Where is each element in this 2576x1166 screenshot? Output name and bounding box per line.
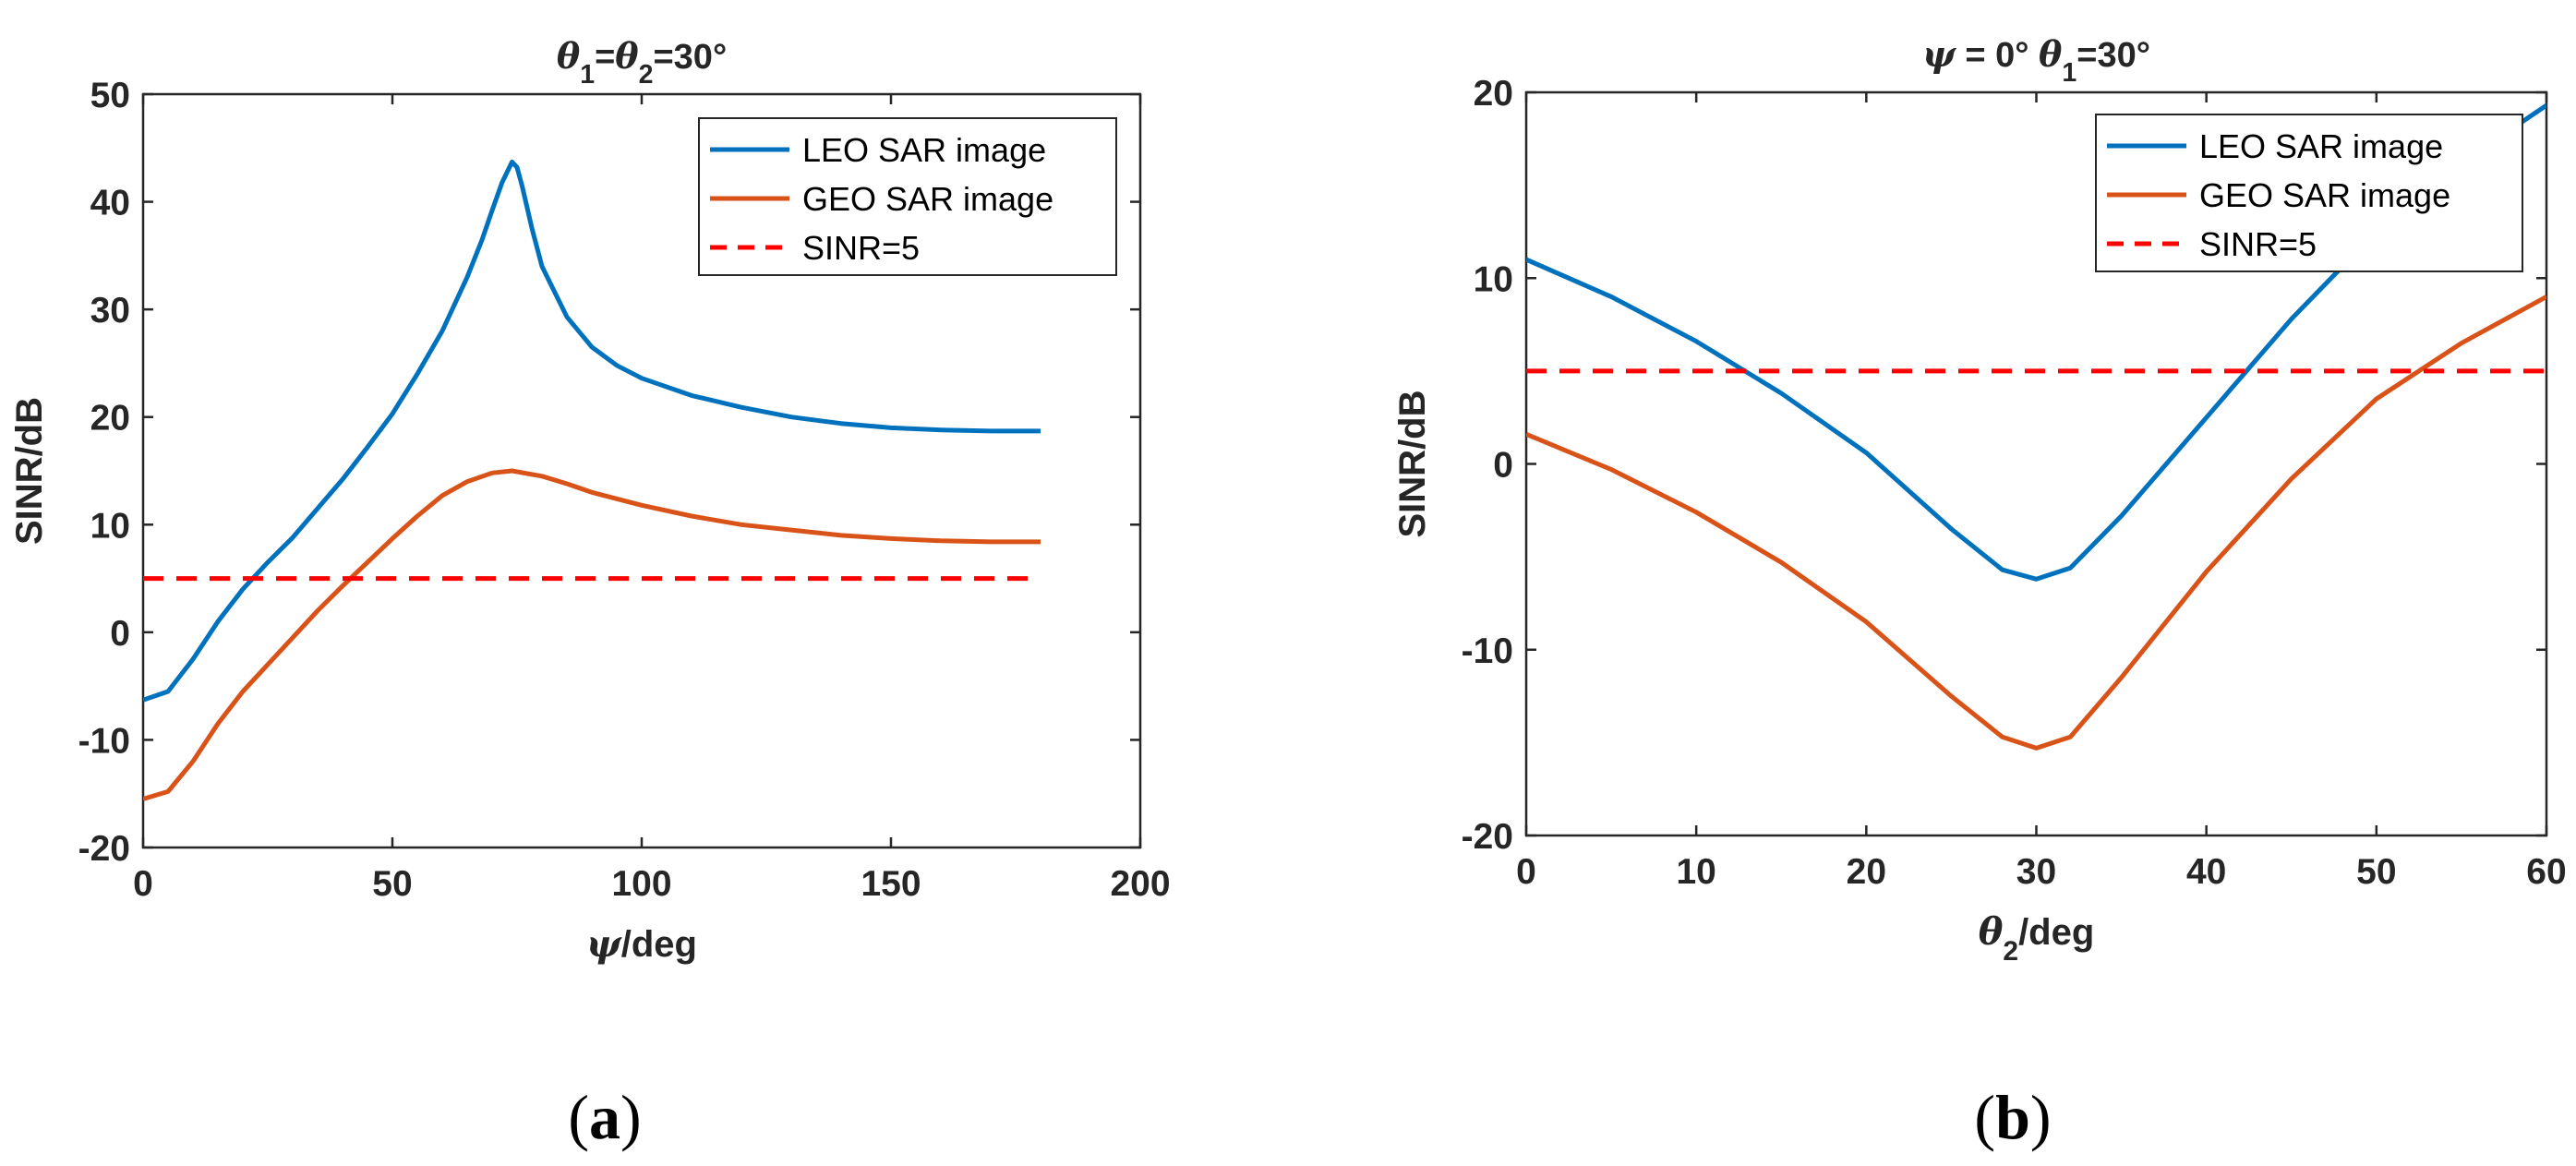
chart-title: θ1=θ2=30° — [557, 35, 727, 90]
y-tick-label: 10 — [90, 506, 130, 546]
legend: LEO SAR image GEO SAR image SINR=5 — [698, 117, 1117, 276]
x-tick-label: 50 — [2356, 852, 2396, 892]
x-tick-label: 10 — [1676, 852, 1715, 892]
x-tick-label: 0 — [133, 864, 153, 904]
legend-entry: SINR=5 — [2199, 225, 2317, 263]
y-tick-label: 20 — [1474, 74, 1513, 114]
y-tick-label: 0 — [1493, 446, 1513, 486]
series-line-geo-sar-image — [143, 468, 1041, 801]
legend: LEO SAR image GEO SAR image SINR=5 — [2095, 114, 2523, 272]
x-tick-label: 0 — [1516, 852, 1536, 892]
chart-panel-a: 0 50 100 150 200 -20 -10 0 10 20 30 40 50 LEO SAR ima… — [9, 35, 1171, 1152]
series-group — [143, 159, 1041, 801]
legend-entry: SINR=5 — [802, 229, 920, 267]
x-tick-label: 100 — [611, 864, 671, 904]
y-tick-label: 0 — [110, 614, 130, 654]
legend-entry: LEO SAR image — [2199, 127, 2443, 165]
y-tick-label: -20 — [1462, 817, 1513, 857]
chart-panel-b: 0 10 20 30 40 50 60 -20 -10 0 10 20 LEO SAR image GEO… — [1392, 33, 2567, 1152]
x-axis-label: ψ/deg — [586, 922, 697, 966]
y-tick-label: 40 — [90, 184, 130, 223]
legend-entry: LEO SAR image — [802, 131, 1046, 169]
x-tick-label: 50 — [372, 864, 412, 904]
chart-title: ψ = 0° θ1=30° — [1922, 33, 2150, 88]
panel-label: (b) — [1974, 1082, 2051, 1152]
legend-entry: GEO SAR image — [2199, 176, 2450, 214]
y-tick-label: -10 — [1462, 631, 1513, 671]
x-tick-label: 60 — [2526, 852, 2566, 892]
y-axis-label: SINR/dB — [9, 397, 50, 545]
x-tick-label: 30 — [2016, 852, 2056, 892]
series-line-leo-sar-image — [143, 159, 1041, 703]
y-tick-label: -20 — [78, 829, 130, 869]
y-axis-label: SINR/dB — [1392, 391, 1433, 538]
y-tick-label: -10 — [78, 721, 130, 761]
y-tick-label: 10 — [1474, 259, 1513, 299]
legend-entry: GEO SAR image — [802, 180, 1053, 218]
x-tick-label: 40 — [2186, 852, 2226, 892]
y-tick-label: 50 — [90, 76, 130, 115]
y-tick-label: 20 — [90, 399, 130, 439]
panel-label: (a) — [568, 1082, 641, 1152]
x-axis-label: θ2/deg — [1979, 910, 2095, 967]
x-tick-label: 150 — [861, 864, 921, 904]
y-tick-label: 30 — [90, 291, 130, 331]
x-tick-label: 20 — [1847, 852, 1886, 892]
series-line-geo-sar-image — [1526, 295, 2546, 751]
x-tick-label: 200 — [1110, 864, 1170, 904]
